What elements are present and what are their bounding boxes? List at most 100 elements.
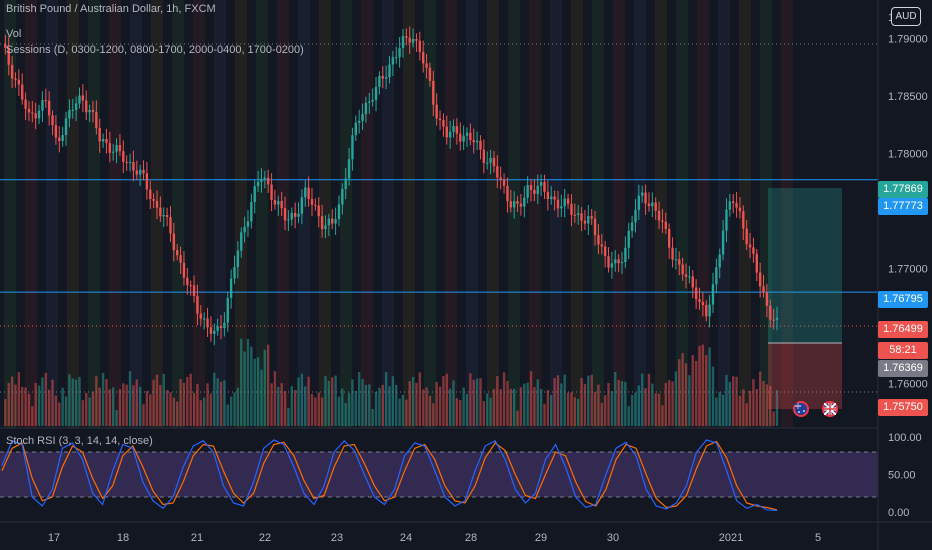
candle-body bbox=[283, 208, 287, 221]
candle-body bbox=[297, 213, 300, 217]
upper-line-price-tag: 1.77773 bbox=[878, 198, 928, 215]
volume-bar bbox=[111, 387, 115, 426]
candle-body bbox=[246, 221, 250, 227]
australia-flag-icon[interactable] bbox=[793, 401, 809, 417]
candle-body bbox=[71, 109, 74, 111]
candle-body bbox=[64, 118, 68, 136]
candle-body bbox=[209, 327, 213, 334]
candle-body bbox=[128, 162, 132, 164]
candle-body bbox=[657, 210, 661, 221]
candle-body bbox=[277, 201, 280, 205]
candle-body bbox=[738, 207, 742, 212]
volume-bar bbox=[196, 383, 199, 426]
candle-body bbox=[664, 221, 668, 229]
candle-body bbox=[391, 57, 395, 65]
volume-bar bbox=[475, 378, 479, 426]
volume-bar bbox=[78, 376, 81, 426]
volume-bar bbox=[176, 401, 179, 426]
candle-body bbox=[610, 263, 614, 268]
volume-bar bbox=[428, 395, 432, 426]
uk-flag-icon[interactable] bbox=[822, 401, 838, 417]
osc-tick-label: 0.00 bbox=[888, 507, 909, 519]
candle-body bbox=[361, 114, 364, 121]
volume-bar bbox=[81, 400, 85, 426]
candle-body bbox=[250, 202, 253, 222]
candle-body bbox=[213, 330, 216, 334]
volume-bar bbox=[523, 383, 526, 426]
candle-body bbox=[260, 179, 263, 182]
candle-body bbox=[27, 108, 31, 113]
candle-body bbox=[731, 201, 735, 204]
volume-bar bbox=[583, 383, 587, 426]
candle-body bbox=[290, 212, 293, 220]
volume-bar bbox=[748, 390, 752, 426]
candle-body bbox=[216, 326, 219, 331]
candle-body bbox=[101, 139, 105, 142]
volume-bar bbox=[580, 377, 583, 426]
price-tick-label: 1.78000 bbox=[888, 149, 928, 161]
volume-bar bbox=[469, 373, 472, 426]
candle-body bbox=[14, 78, 17, 80]
volume-legend[interactable]: Vol bbox=[6, 28, 22, 40]
candle-body bbox=[317, 205, 320, 217]
candle-body bbox=[17, 79, 21, 85]
stoch-rsi-legend[interactable]: Stoch RSI (3, 3, 14, 14, close) bbox=[6, 435, 153, 447]
session-band bbox=[340, 0, 352, 428]
volume-bar bbox=[337, 396, 341, 426]
candle-body bbox=[705, 305, 708, 317]
candle-body bbox=[223, 322, 226, 329]
candle-body bbox=[189, 285, 192, 287]
volume-bar bbox=[701, 344, 705, 426]
candle-body bbox=[405, 36, 408, 38]
currency-button[interactable]: AUD bbox=[891, 7, 921, 26]
volume-bar bbox=[408, 381, 411, 426]
volume-bar bbox=[576, 398, 580, 426]
candle-body bbox=[435, 104, 438, 119]
volume-bar bbox=[361, 379, 364, 426]
volume-bar bbox=[344, 402, 347, 426]
candle-body bbox=[516, 201, 519, 204]
price-axis-background bbox=[878, 0, 932, 550]
volume-bar bbox=[155, 374, 159, 426]
symbol-legend[interactable]: British Pound / Australian Dollar, 1h, F… bbox=[6, 3, 216, 15]
stoch-rsi-pane bbox=[0, 427, 932, 512]
candle-body bbox=[509, 201, 513, 208]
candle-body bbox=[698, 299, 701, 302]
candle-body bbox=[273, 200, 277, 205]
volume-bar bbox=[442, 376, 445, 426]
candle-body bbox=[108, 143, 112, 153]
target-price-tag: 1.77869 bbox=[878, 181, 928, 198]
candle-body bbox=[678, 259, 681, 265]
volume-bar bbox=[398, 398, 401, 426]
candle-body bbox=[186, 277, 189, 286]
volume-bar bbox=[17, 372, 21, 426]
candle-body bbox=[614, 259, 617, 264]
volume-bar bbox=[300, 373, 304, 426]
candle-body bbox=[742, 211, 745, 229]
candle-body bbox=[600, 244, 603, 247]
volume-bar bbox=[533, 387, 536, 426]
volume-bar bbox=[647, 373, 651, 426]
candle-body bbox=[489, 157, 492, 163]
candle-body bbox=[448, 131, 452, 138]
long-position-tool[interactable] bbox=[768, 188, 842, 409]
candle-body bbox=[105, 139, 108, 144]
candle-body bbox=[529, 185, 533, 190]
session-band bbox=[235, 0, 247, 428]
volume-bar bbox=[411, 377, 415, 426]
session-band bbox=[550, 0, 562, 428]
volume-bar bbox=[320, 397, 324, 426]
volume-bar bbox=[735, 376, 738, 426]
volume-bar bbox=[189, 373, 192, 426]
volume-bar bbox=[122, 383, 125, 426]
volume-bar bbox=[519, 387, 523, 426]
candle-body bbox=[371, 99, 374, 102]
candle-body bbox=[661, 220, 664, 222]
sessions-legend[interactable]: Sessions (D, 0300-1200, 0800-1700, 2000-… bbox=[6, 44, 304, 56]
volume-bar bbox=[452, 380, 455, 426]
volume-bar bbox=[229, 396, 233, 426]
candle-body bbox=[452, 126, 455, 132]
time-tick-label: 22 bbox=[259, 532, 271, 544]
volume-bar bbox=[7, 382, 10, 426]
